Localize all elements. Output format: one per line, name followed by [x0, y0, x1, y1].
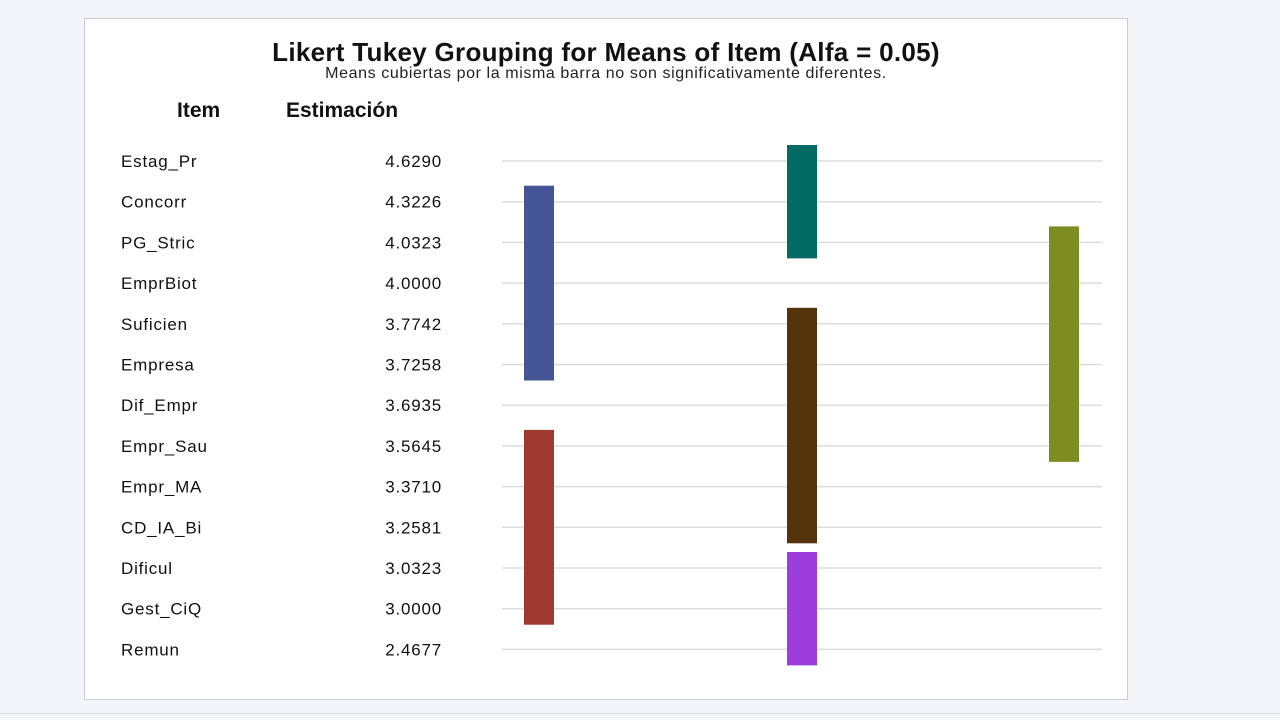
item-label: EmprBiot: [121, 274, 197, 293]
grouping-bar: [787, 552, 817, 666]
grouping-bar: [524, 185, 554, 381]
estimate-value: 4.3226: [385, 193, 442, 212]
item-label: Remun: [121, 640, 180, 659]
item-label: Empresa: [121, 356, 195, 375]
item-label: Estag_Pr: [121, 152, 197, 171]
estimate-value: 3.0323: [385, 559, 442, 578]
item-label: Gest_CiQ: [121, 600, 202, 619]
chart-title: Likert Tukey Grouping for Means of Item …: [272, 37, 940, 67]
column-header-item: Item: [177, 99, 221, 122]
chart-subtitle: Means cubiertas por la misma barra no so…: [325, 65, 887, 82]
estimate-value: 3.2581: [385, 518, 442, 537]
item-label: Empr_Sau: [121, 437, 208, 456]
estimate-value: 4.6290: [385, 152, 442, 171]
estimate-value: 3.3710: [385, 478, 442, 497]
item-label: Dificul: [121, 559, 173, 578]
bottom-divider: [0, 713, 1280, 714]
grouping-bar: [787, 145, 817, 259]
estimate-value: 3.7258: [385, 356, 442, 375]
grouping-bar: [524, 429, 554, 625]
chart-panel: Likert Tukey Grouping for Means of Item …: [84, 18, 1128, 700]
estimate-value: 2.4677: [385, 640, 442, 659]
estimate-value: 3.7742: [385, 315, 442, 334]
estimate-value: 3.6935: [385, 396, 442, 415]
item-label: CD_IA_Bi: [121, 518, 202, 537]
estimate-value: 4.0323: [385, 233, 442, 252]
item-label: Suficien: [121, 315, 188, 334]
grouping-plot: Estag_Pr 4.6290 Concorr 4.3226 PG_Stric 4.032…: [121, 145, 1102, 666]
item-label: Dif_Empr: [121, 396, 198, 415]
item-label: Concorr: [121, 193, 187, 212]
grouping-bar: [787, 307, 817, 544]
estimate-value: 3.0000: [385, 600, 442, 619]
grouping-bar: [1049, 226, 1079, 462]
column-header-estimate: Estimación: [286, 99, 399, 122]
item-label: PG_Stric: [121, 233, 195, 252]
estimate-value: 3.5645: [385, 437, 442, 456]
item-label: Empr_MA: [121, 478, 202, 497]
estimate-value: 4.0000: [385, 274, 442, 293]
